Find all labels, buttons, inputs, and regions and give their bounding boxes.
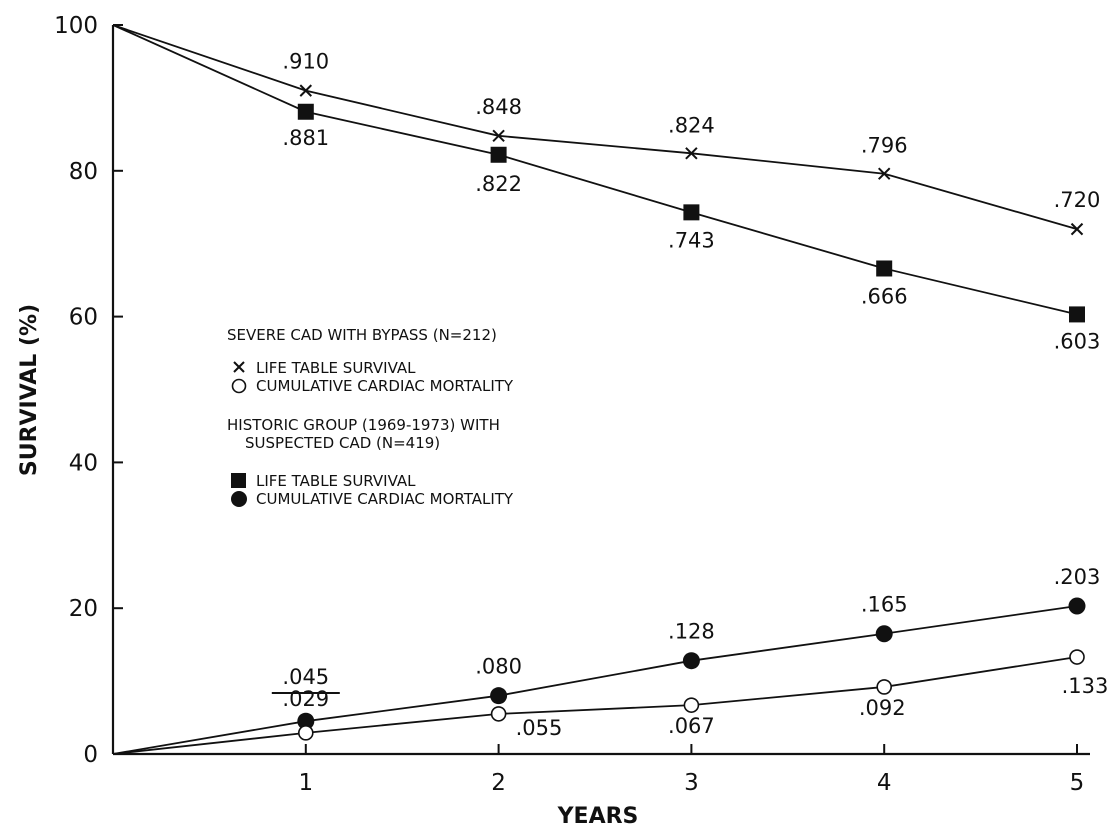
- data-label-historic_survival: .603: [1054, 329, 1101, 353]
- legend-group1-item2: CUMULATIVE CARDIAC MORTALITY: [256, 377, 514, 395]
- data-point-filled-circle: [683, 652, 700, 669]
- legend-filled-circle-marker: [231, 491, 247, 507]
- data-point-square-marker: [491, 147, 507, 163]
- x-ticks: 1 2 3 4 5: [298, 744, 1084, 796]
- legend-group2-item2: CUMULATIVE CARDIAC MORTALITY: [256, 490, 514, 508]
- x-tick-label: 4: [877, 770, 892, 796]
- x-tick-label: 1: [298, 770, 313, 796]
- series-line-bypass_mortality: [113, 657, 1077, 754]
- data-label-bypass_survival: .824: [668, 113, 715, 137]
- y-tick-label: 80: [69, 159, 98, 185]
- series-line-historic_survival: [113, 25, 1077, 314]
- x-tick-label: 2: [491, 770, 506, 796]
- data-label-historic_mortality: .128: [668, 620, 715, 644]
- y-tick-label: 20: [69, 596, 98, 622]
- data-label-historic_mortality: .045: [282, 665, 329, 689]
- data-label-historic_mortality: .203: [1054, 565, 1101, 589]
- legend-group1-title: SEVERE CAD WITH BYPASS (N=212): [227, 326, 497, 344]
- legend-open-circle-marker: [233, 380, 246, 393]
- data-label-bypass_survival: .796: [861, 134, 908, 158]
- legend-x-marker: [234, 362, 244, 372]
- x-tick-label: 3: [684, 770, 699, 796]
- x-tick-label: 5: [1070, 770, 1085, 796]
- y-tick-label: 40: [69, 450, 98, 476]
- data-label-bypass_survival: .720: [1054, 188, 1101, 212]
- legend: SEVERE CAD WITH BYPASS (N=212) LIFE TABL…: [227, 326, 514, 508]
- data-point-filled-circle: [1069, 598, 1086, 615]
- data-label-bypass_mortality: .029: [282, 687, 329, 711]
- data-point-open-circle: [877, 680, 891, 694]
- legend-group2-title-line2: SUSPECTED CAD (N=419): [245, 434, 440, 452]
- data-point-open-circle: [299, 726, 313, 740]
- data-label-historic_survival: .666: [861, 284, 908, 308]
- data-label-bypass_mortality: .092: [859, 696, 906, 720]
- data-label-historic_survival: .743: [668, 228, 715, 252]
- data-label-bypass_mortality: .133: [1062, 674, 1109, 698]
- data-label-bypass_survival: .848: [475, 95, 522, 119]
- data-point-open-circle: [1070, 650, 1084, 664]
- y-axis-title: SURVIVAL (%): [17, 304, 42, 476]
- legend-group1-item1: LIFE TABLE SURVIVAL: [256, 359, 416, 377]
- data-label-historic_mortality: .080: [475, 655, 522, 679]
- series-line-bypass_survival: [113, 25, 1077, 229]
- y-tick-label: 100: [54, 13, 98, 39]
- legend-group2-title-line1: HISTORIC GROUP (1969-1973) WITH: [227, 416, 500, 434]
- data-point-open-circle: [684, 698, 698, 712]
- data-point-x-marker: [1072, 224, 1083, 235]
- y-tick-label: 60: [69, 305, 98, 331]
- data-label-bypass_mortality: .067: [668, 714, 715, 738]
- data-label-historic_mortality: .165: [861, 593, 908, 617]
- data-point-filled-circle: [490, 687, 507, 704]
- legend-filled-square-marker: [231, 473, 246, 488]
- data-point-square-marker: [1069, 306, 1085, 322]
- data-point-square-marker: [876, 260, 892, 276]
- data-point-square-marker: [298, 104, 314, 120]
- data-label-historic_survival: .822: [475, 172, 522, 196]
- y-tick-label: 0: [83, 742, 98, 768]
- data-point-open-circle: [492, 707, 506, 721]
- x-axis-title: YEARS: [557, 804, 639, 829]
- data-label-bypass_mortality: .055: [516, 716, 563, 740]
- data-point-filled-circle: [876, 625, 893, 642]
- data-label-bypass_survival: .910: [282, 50, 329, 74]
- legend-group2-item1: LIFE TABLE SURVIVAL: [256, 472, 416, 490]
- data-point-square-marker: [683, 204, 699, 220]
- data-label-historic_survival: .881: [282, 126, 329, 150]
